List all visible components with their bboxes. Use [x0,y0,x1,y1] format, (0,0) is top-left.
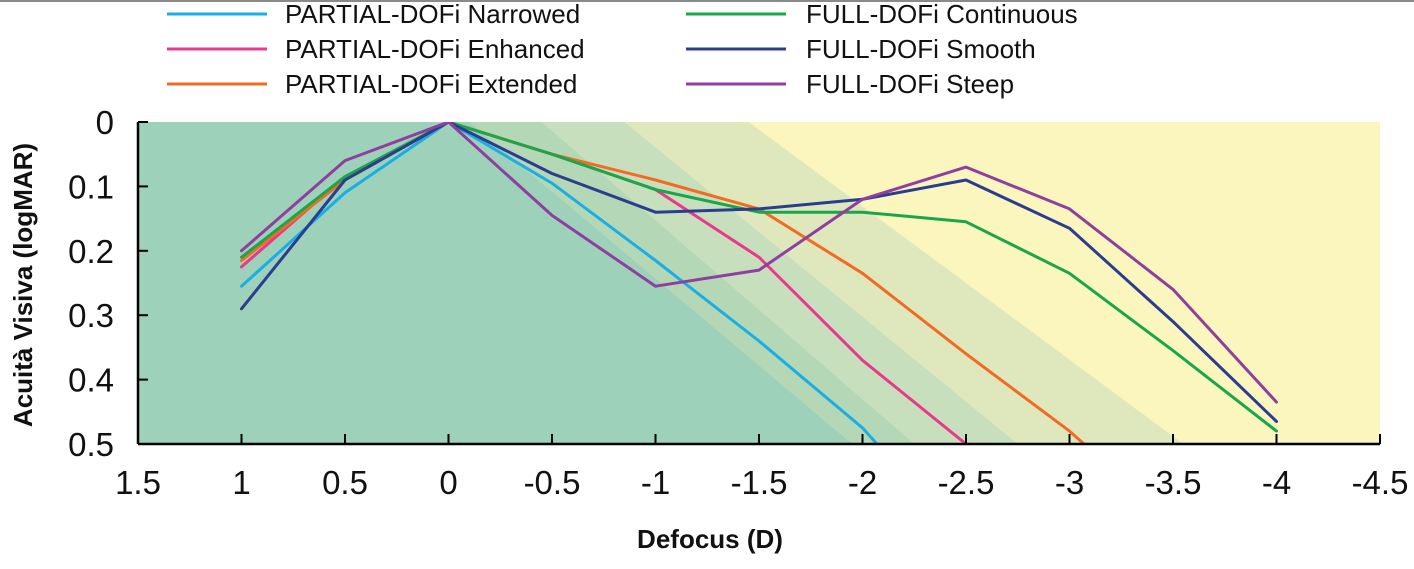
x-tick-label: -4.5 [1352,464,1409,501]
x-tick-label: -2.5 [938,464,995,501]
legend: PARTIAL-DOFi Narrowed PARTIAL-DOFi Enhanc… [167,0,1078,99]
y-tick-label: 0.2 [68,233,114,270]
y-tick-label: 0.5 [68,426,114,463]
x-tick-label: -4 [1262,464,1291,501]
legend-item-3: PARTIAL-DOFi Extended [167,69,577,99]
y-tick-label: 0.3 [68,297,114,334]
x-tick-label: -0.5 [524,464,581,501]
background-zones [138,122,1380,444]
legend-item-5: FULL-DOFi Smooth [686,34,1036,64]
legend-item-4: FULL-DOFi Continuous [686,0,1078,29]
top-border-line [0,0,1414,2]
x-tick-label: -2 [848,464,877,501]
legend-label: FULL-DOFi Steep [806,69,1014,99]
x-tick-label: 0 [439,464,457,501]
x-tick-label: 0.5 [322,464,368,501]
x-tick-label: -1.5 [731,464,788,501]
legend-item-1: PARTIAL-DOFi Narrowed [167,0,580,29]
series-line-1 [240,122,879,444]
x-tick-label: -1 [641,464,670,501]
y-tick-label: 0 [96,104,114,141]
y-axis-title: Acuità Visiva (logMAR) [8,143,38,427]
axes: 1.5 1 0.5 0 -0.5 -1 -1.5 -2 -2.5 -3 -3.5 -4 -4.5 0 0.1… [68,104,1408,501]
legend-item-2: PARTIAL-DOFi Enhanced [167,34,585,64]
legend-label: PARTIAL-DOFi Extended [285,69,577,99]
x-tick-label: -3.5 [1145,464,1202,501]
legend-label: PARTIAL-DOFi Narrowed [285,0,580,29]
series-line-6 [240,122,1278,404]
x-tick-label: 1 [232,464,250,501]
legend-label: FULL-DOFi Smooth [806,34,1036,64]
y-tick-label: 0.1 [68,168,114,205]
legend-label: PARTIAL-DOFi Enhanced [285,34,585,64]
legend-item-6: FULL-DOFi Steep [686,69,1014,99]
series-lines [240,122,1278,444]
x-tick-label: -3 [1055,464,1084,501]
x-tick-label: 1.5 [115,464,161,501]
x-axis-title: Defocus (D) [637,524,783,554]
y-tick-label: 0.4 [68,362,114,399]
legend-label: FULL-DOFi Continuous [806,0,1078,29]
series-line-5 [240,122,1278,423]
